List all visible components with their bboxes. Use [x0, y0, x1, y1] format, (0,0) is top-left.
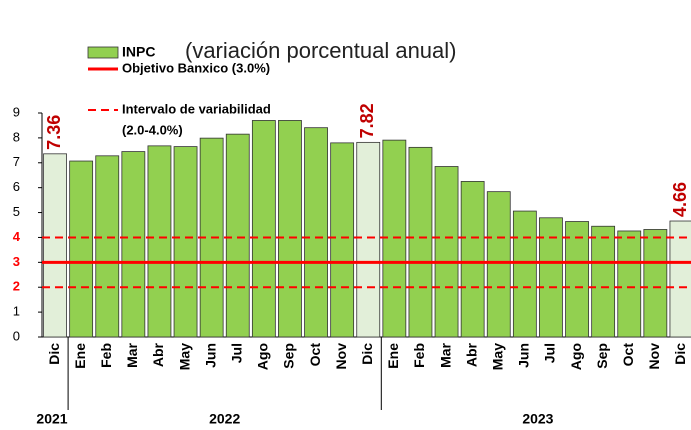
x-tick-label: Dic	[46, 343, 62, 365]
y-tick-label: 5	[13, 204, 20, 219]
year-label: 2023	[522, 411, 553, 427]
bar	[460, 181, 485, 338]
bar	[225, 133, 250, 338]
y-tick-label: 9	[13, 104, 20, 119]
year-label: 2022	[209, 411, 240, 427]
x-tick-label: Nov	[646, 343, 662, 370]
y-tick-label: 0	[13, 328, 20, 343]
bar	[565, 221, 589, 338]
x-tick-label: Abr	[463, 342, 479, 367]
bar	[591, 225, 616, 338]
bar	[617, 230, 642, 338]
x-tick-label: Ene	[385, 343, 401, 369]
bar	[669, 220, 691, 338]
legend-label: Intervalo de variabilidad	[122, 101, 271, 116]
x-tick-label: Jun	[202, 343, 218, 368]
y-tick-label: 2	[13, 279, 20, 294]
x-tick-label: Dic	[672, 343, 688, 365]
bar	[330, 142, 355, 338]
bar	[147, 145, 172, 338]
x-tick-label: Jun	[516, 343, 532, 368]
bar	[43, 153, 67, 338]
x-tick-label: Dic	[359, 343, 375, 365]
x-tick-label: Feb	[98, 343, 114, 368]
y-tick-label: 4	[13, 229, 21, 244]
x-tick-label: Ago	[255, 343, 271, 370]
subtitle: (variación porcentual anual)	[185, 38, 457, 63]
x-tick-label: Oct	[307, 343, 323, 367]
bar	[278, 120, 302, 338]
legend-label: Objetivo Banxico (3.0%)	[122, 60, 270, 75]
bar	[69, 160, 94, 338]
bar	[251, 120, 276, 338]
bar	[121, 151, 146, 338]
bar	[95, 155, 120, 338]
y-tick-label: 8	[13, 129, 20, 144]
x-tick-label: Abr	[150, 342, 166, 367]
bar	[173, 146, 198, 338]
y-tick-label: 7	[13, 154, 20, 169]
bar	[356, 141, 381, 338]
x-tick-label: Feb	[411, 343, 427, 368]
x-tick-label: Ene	[72, 343, 88, 369]
y-tick-label: 3	[13, 254, 20, 269]
x-tick-label: Ago	[568, 343, 584, 370]
x-tick-label: Nov	[333, 343, 349, 370]
legend-swatch	[87, 46, 119, 59]
x-tick-label: May	[489, 343, 505, 370]
x-tick-label: May	[176, 343, 192, 370]
legend-label: (2.0-4.0%)	[122, 122, 183, 137]
x-tick-label: Jul	[542, 343, 558, 363]
bar	[382, 139, 407, 338]
x-tick-label: Sep	[594, 343, 610, 369]
x-tick-label: Mar	[124, 342, 140, 367]
bar	[434, 166, 459, 338]
data-label: 7.36	[44, 115, 64, 150]
bar	[539, 217, 563, 338]
y-tick-label: 6	[13, 179, 20, 194]
bar	[643, 229, 668, 338]
year-label: 2021	[36, 411, 67, 427]
bar	[408, 146, 433, 338]
bar	[512, 210, 537, 338]
data-label: 4.66	[670, 182, 690, 217]
y-tick-label: 1	[13, 304, 20, 319]
legend-label: INPC	[122, 44, 155, 60]
bar	[486, 191, 511, 338]
x-tick-label: Jul	[228, 343, 244, 363]
bar	[304, 127, 328, 338]
x-tick-label: Sep	[281, 343, 297, 369]
x-tick-label: Mar	[437, 342, 453, 367]
data-label: 7.82	[357, 103, 377, 138]
x-tick-label: Oct	[620, 343, 636, 367]
